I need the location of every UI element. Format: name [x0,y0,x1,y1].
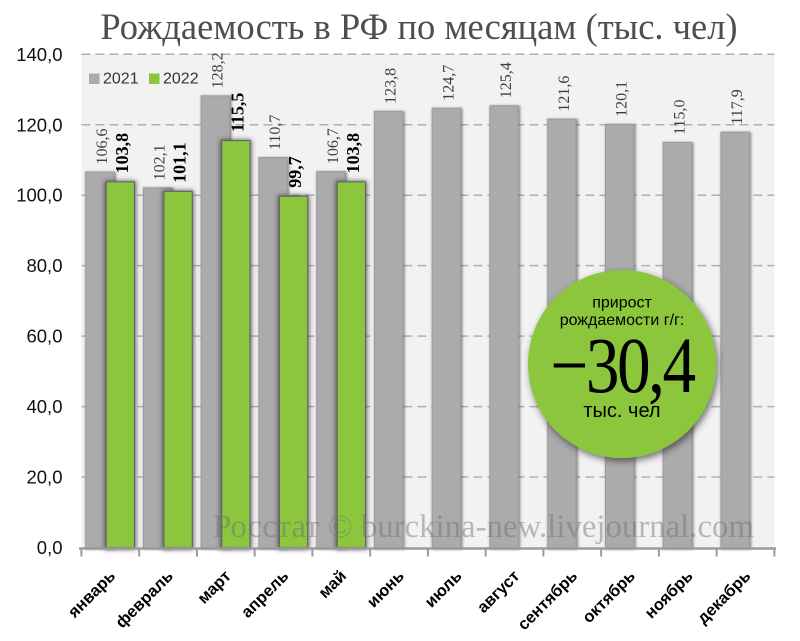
svg-text:120,1: 120,1 [614,81,631,117]
svg-text:106,7: 106,7 [325,128,342,164]
svg-text:102,1: 102,1 [152,144,169,180]
svg-text:140,0: 140,0 [16,44,62,65]
svg-text:121,6: 121,6 [556,76,573,112]
svg-text:106,6: 106,6 [94,128,111,164]
svg-text:рождаемости г/г:: рождаемости г/г: [560,312,685,329]
svg-text:Росстат © burckina-new.livejou: Росстат © burckina-new.livejournal.com [213,509,754,545]
svg-text:101,1: 101,1 [170,142,190,183]
svg-text:2021: 2021 [103,71,139,88]
svg-text:115,0: 115,0 [671,99,688,134]
svg-text:123,8: 123,8 [383,68,400,104]
svg-text:40,0: 40,0 [26,396,62,417]
svg-text:20,0: 20,0 [26,467,62,488]
svg-text:117,9: 117,9 [729,89,746,124]
svg-text:0,0: 0,0 [37,537,63,558]
svg-text:110,7: 110,7 [267,115,284,150]
svg-text:60,0: 60,0 [26,326,62,347]
svg-text:тыс. чел: тыс. чел [583,400,660,422]
svg-text:−30,4: −30,4 [550,321,695,410]
svg-text:124,7: 124,7 [440,65,457,101]
svg-text:Рождаемость в РФ по месяцам (т: Рождаемость в РФ по месяцам (тыс. чел) [100,6,737,47]
svg-text:125,4: 125,4 [498,62,515,98]
svg-text:прирост: прирост [592,295,652,312]
svg-text:2022: 2022 [163,71,199,88]
svg-text:103,8: 103,8 [343,133,363,174]
svg-text:80,0: 80,0 [26,255,62,276]
svg-text:103,8: 103,8 [112,133,132,174]
svg-text:100,0: 100,0 [16,185,62,206]
svg-text:128,2: 128,2 [209,52,226,88]
svg-text:120,0: 120,0 [16,114,62,135]
svg-text:99,7: 99,7 [285,156,305,188]
svg-text:115,5: 115,5 [227,93,247,133]
